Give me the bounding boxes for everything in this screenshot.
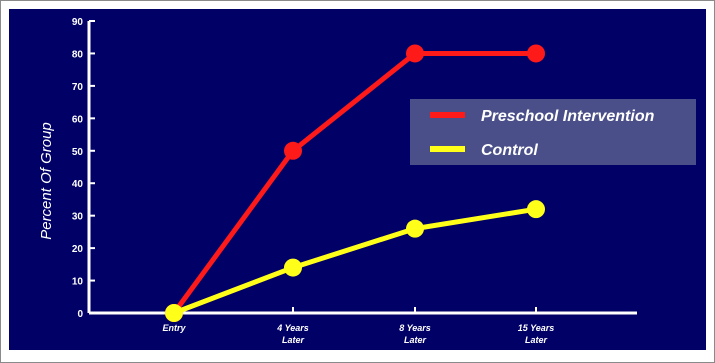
legend-box [410,99,696,165]
series-line-preschool-intervention [171,50,539,316]
data-point-preschool-intervention [406,44,424,63]
x-tick-label: 8 Years [399,323,431,333]
y-tick-label: 30 [72,212,84,223]
data-point-preschool-intervention [284,141,302,160]
x-tick-label: 4 Years [276,323,309,333]
x-tick-label: Entry [162,323,186,333]
legend-label-control: Control [481,142,538,159]
y-tick-label: 0 [77,309,83,320]
y-tick-label: 60 [72,114,84,125]
legend: Preschool Intervention Control [410,99,696,165]
y-tick-label: 40 [72,179,84,190]
y-tick-label: 20 [72,244,84,255]
y-tick-label: 50 [72,147,84,158]
y-tick-label: 10 [72,277,84,288]
x-tick-label: Later [525,335,548,345]
y-tick-label: 80 [72,49,84,60]
series-line-control [171,206,539,316]
y-tick-label: 90 [72,17,84,28]
y-axis-label: Percent Of Group [38,122,55,240]
data-point-control [165,304,183,322]
line-chart: Percent Of Group 0 10 20 30 40 50 60 70 80 90 Entr… [9,9,706,350]
data-point-control [406,219,424,238]
x-tick-label: Later [404,335,427,345]
data-point-control [284,258,302,277]
chart-background [9,9,706,350]
series-lines [165,44,545,322]
y-tick-label: 70 [72,82,84,93]
x-tick-label: 15 Years [518,323,555,333]
legend-label-preschool-intervention: Preschool Intervention [481,108,655,125]
x-tick-label: Later [282,335,305,345]
data-point-preschool-intervention [527,44,545,63]
data-point-control [527,200,545,219]
